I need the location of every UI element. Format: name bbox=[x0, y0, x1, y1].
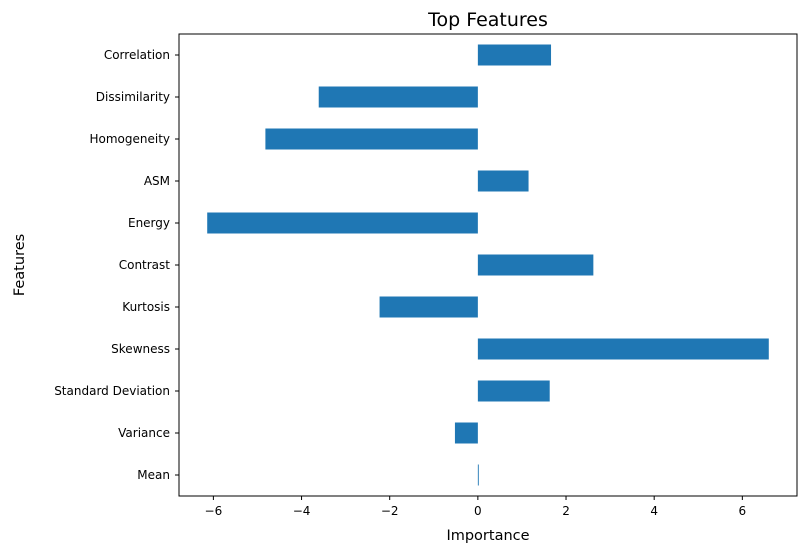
y-tick-label: Standard Deviation bbox=[54, 384, 170, 398]
chart-title: Top Features bbox=[427, 9, 548, 31]
x-tick-label: −4 bbox=[293, 504, 311, 518]
y-tick-label: Homogeneity bbox=[89, 132, 170, 146]
y-axis-label: Features bbox=[12, 234, 28, 296]
plot-frame bbox=[178, 33, 798, 497]
bar-asm bbox=[477, 170, 529, 192]
y-tick-label: Energy bbox=[128, 216, 170, 230]
y-tick-label: Contrast bbox=[119, 258, 171, 272]
x-tick-label: 0 bbox=[474, 504, 482, 518]
x-axis-label: Importance bbox=[446, 528, 529, 544]
y-tick-label: Kurtosis bbox=[122, 300, 170, 314]
y-tick-label: Skewness bbox=[111, 342, 170, 356]
bar-homogeneity bbox=[265, 128, 478, 150]
bar-variance bbox=[454, 422, 478, 444]
y-tick-label: Variance bbox=[118, 426, 170, 440]
bar-correlation bbox=[477, 44, 552, 66]
bar-contrast bbox=[477, 254, 594, 276]
bar-dissimilarity bbox=[318, 86, 478, 108]
x-tick-label: 4 bbox=[650, 504, 658, 518]
bar-mean bbox=[477, 464, 479, 486]
ticks-layer: Mean Variance Standard Deviation Skewness Ku… bbox=[54, 48, 746, 518]
bars-layer bbox=[207, 44, 769, 486]
bar-standard-deviation bbox=[477, 380, 550, 402]
bar-energy bbox=[207, 212, 478, 234]
x-tick-label: −6 bbox=[205, 504, 223, 518]
y-tick-label: Dissimilarity bbox=[96, 90, 170, 104]
x-tick-label: −2 bbox=[381, 504, 399, 518]
bar-skewness bbox=[477, 338, 769, 360]
y-tick-label: Correlation bbox=[104, 48, 170, 62]
x-tick-label: 2 bbox=[562, 504, 570, 518]
y-tick-label: ASM bbox=[144, 174, 170, 188]
x-tick-label: 6 bbox=[739, 504, 747, 518]
y-tick-label: Mean bbox=[137, 468, 170, 482]
bar-kurtosis bbox=[379, 296, 478, 318]
